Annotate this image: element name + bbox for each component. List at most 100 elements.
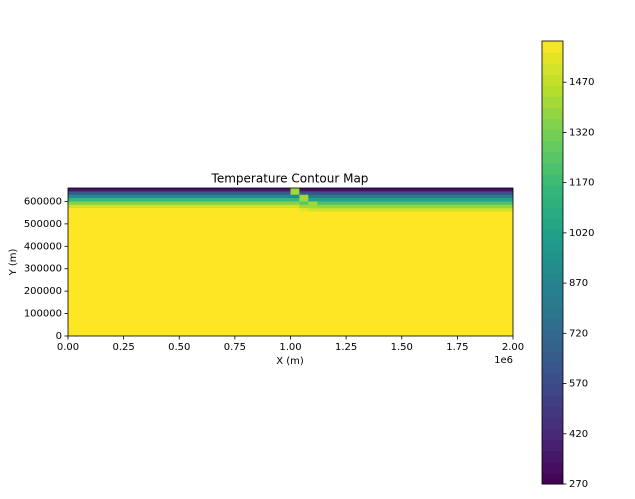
colorbar-band bbox=[542, 395, 563, 407]
colorbar-band bbox=[542, 417, 563, 430]
contour-cell bbox=[68, 204, 291, 209]
colorbar-band bbox=[542, 472, 563, 485]
colorbar-band bbox=[542, 273, 563, 286]
colorbar-band bbox=[542, 373, 563, 385]
colorbar-band bbox=[542, 184, 563, 197]
contour-cell bbox=[317, 194, 514, 199]
contour-cell bbox=[290, 194, 300, 199]
contour-cell bbox=[299, 211, 309, 216]
contour-cell bbox=[290, 191, 300, 196]
colorbar-band bbox=[542, 74, 563, 86]
contour-cell bbox=[290, 214, 300, 337]
contour-cell bbox=[299, 188, 309, 192]
contour-cell bbox=[68, 211, 291, 216]
contour-cell bbox=[68, 188, 291, 192]
colorbar-tick-label: 1320 bbox=[569, 127, 594, 138]
x-tick-label: 1.50 bbox=[391, 342, 413, 353]
colorbar-band bbox=[542, 306, 563, 319]
x-tick-label: 2.00 bbox=[502, 342, 524, 353]
contour-cell bbox=[317, 214, 514, 337]
colorbar-band bbox=[542, 262, 563, 275]
contour-cell bbox=[290, 211, 300, 216]
contour-cell bbox=[317, 208, 514, 212]
contour-cell bbox=[308, 188, 318, 192]
x-offset-label: 1e6 bbox=[494, 355, 513, 366]
colorbar-band bbox=[542, 118, 563, 131]
contour-cell bbox=[68, 194, 291, 199]
colorbar-band bbox=[542, 173, 563, 186]
colorbar-band bbox=[542, 129, 563, 142]
x-tick-label: 0.75 bbox=[224, 342, 246, 353]
y-tick-label: 600000 bbox=[24, 196, 62, 207]
contour-cell bbox=[299, 194, 309, 199]
colorbar-tick-label: 1020 bbox=[569, 228, 594, 239]
colorbar-band bbox=[542, 207, 563, 219]
colorbar-band bbox=[542, 428, 563, 441]
x-tick-label: 1.75 bbox=[446, 342, 468, 353]
colorbar-tick-label: 1470 bbox=[569, 77, 594, 88]
contour-cell bbox=[68, 191, 291, 196]
y-axis-label: Y (m) bbox=[8, 248, 19, 276]
colorbar-tick-label: 720 bbox=[569, 328, 588, 339]
colorbar-band bbox=[542, 140, 563, 153]
colorbar-band bbox=[542, 340, 563, 352]
x-tick-label: 0.25 bbox=[112, 342, 134, 353]
colorbar-tick-label: 1170 bbox=[569, 178, 594, 189]
colorbar-band bbox=[542, 52, 563, 64]
y-tick-label: 300000 bbox=[24, 264, 62, 275]
colorbar-band bbox=[542, 295, 563, 308]
colorbar-band bbox=[542, 362, 563, 374]
colorbar-band bbox=[542, 351, 563, 363]
contour-cell bbox=[317, 198, 514, 202]
contour-cell bbox=[317, 201, 514, 206]
y-tick-label: 200000 bbox=[24, 286, 62, 297]
contour-cell bbox=[299, 198, 309, 202]
colorbar-band bbox=[542, 406, 563, 419]
contour-cell bbox=[317, 188, 514, 192]
contour-cell bbox=[68, 198, 291, 202]
colorbar-band bbox=[542, 96, 563, 108]
colorbar-band bbox=[542, 240, 563, 252]
contour-cell bbox=[308, 204, 318, 209]
contour-cell bbox=[308, 208, 318, 212]
colorbar-band bbox=[542, 218, 563, 230]
colorbar-band bbox=[542, 162, 563, 175]
x-tick-label: 1.00 bbox=[279, 342, 301, 353]
colorbar-band bbox=[542, 439, 563, 452]
contour-cell bbox=[308, 201, 318, 206]
contour-cell bbox=[308, 198, 318, 202]
colorbar-band bbox=[542, 63, 563, 75]
colorbar-band bbox=[542, 107, 563, 120]
colorbar-band bbox=[542, 284, 563, 297]
contour-cell bbox=[299, 214, 309, 337]
contour-cell bbox=[299, 201, 309, 206]
colorbar-band bbox=[542, 41, 563, 53]
colorbar-band bbox=[542, 317, 563, 330]
contour-cell bbox=[308, 194, 318, 199]
colorbar-band bbox=[542, 196, 563, 208]
colorbar-band bbox=[542, 251, 563, 263]
colorbar-frame bbox=[541, 40, 564, 485]
x-tick-label: 0.00 bbox=[57, 342, 79, 353]
y-tick-label: 100000 bbox=[24, 309, 62, 320]
contour-cell bbox=[299, 208, 309, 212]
contour-cell bbox=[317, 204, 514, 209]
colorbar-tick-label: 270 bbox=[569, 479, 588, 490]
contour-cell bbox=[68, 208, 291, 212]
contour-cell bbox=[299, 204, 309, 209]
contour-cell bbox=[290, 198, 300, 202]
contour-cell bbox=[317, 211, 514, 216]
y-tick-label: 500000 bbox=[24, 219, 62, 230]
colorbar-band bbox=[542, 151, 563, 164]
colorbar-band bbox=[542, 450, 563, 463]
contour-cell bbox=[308, 191, 318, 196]
colorbar-band bbox=[542, 384, 563, 396]
contour-cell bbox=[299, 191, 309, 196]
colorbar-band bbox=[542, 85, 563, 97]
chart-title: Temperature Contour Map bbox=[211, 172, 369, 186]
colorbar-band bbox=[542, 229, 563, 241]
x-tick-label: 0.50 bbox=[168, 342, 190, 353]
x-tick-label: 1.25 bbox=[335, 342, 357, 353]
contour-cell bbox=[308, 211, 318, 216]
